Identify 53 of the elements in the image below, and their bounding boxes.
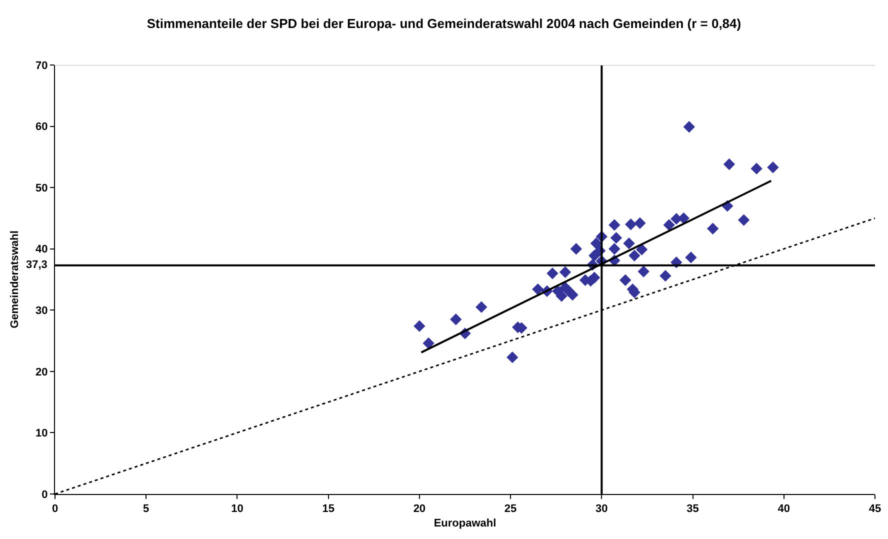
point: [559, 266, 572, 278]
point: [546, 268, 558, 280]
point: [706, 222, 719, 234]
point: [608, 219, 620, 231]
point: [660, 270, 672, 282]
x-tick-label: 30: [596, 503, 608, 516]
x-tick-label: 40: [778, 503, 790, 516]
point: [767, 162, 779, 174]
point: [610, 232, 622, 244]
point: [623, 237, 635, 250]
y-tick-label: 40: [36, 244, 48, 256]
point: [590, 237, 602, 250]
point: [422, 337, 434, 350]
point: [738, 214, 750, 226]
point: [634, 217, 646, 229]
y-tick-label: 20: [36, 366, 48, 378]
point: [556, 290, 568, 302]
x-tick-label: 45: [868, 503, 882, 516]
point: [566, 288, 578, 301]
point: [628, 250, 640, 262]
y-tick-label: 60: [36, 121, 48, 134]
point: [570, 243, 582, 255]
x-tick-label: 35: [686, 503, 699, 516]
point: [663, 219, 675, 231]
x-tick-label: 15: [322, 503, 334, 516]
point: [636, 244, 648, 256]
point: [685, 252, 697, 264]
point: [723, 158, 736, 170]
y-tick-label: 50: [36, 182, 48, 194]
point: [414, 320, 426, 332]
point: [638, 266, 650, 278]
point: [532, 283, 544, 296]
point: [683, 121, 695, 133]
x-tick-label: 10: [231, 503, 244, 516]
chart-title: Stimmenanteile der SPD bei der Europa- und Gemeinderatswahl 2004 nach Gemeinden (r = 0,84): [146, 16, 742, 31]
point: [750, 162, 762, 174]
x-tick-label: 0: [52, 503, 58, 516]
point: [608, 243, 620, 255]
point: [450, 313, 462, 326]
y-tick-label: 30: [36, 304, 48, 317]
y-tick-label: 0: [42, 488, 48, 501]
point: [506, 351, 518, 364]
point: [620, 274, 632, 286]
point: [476, 301, 488, 313]
x-tick-label: 25: [504, 503, 517, 516]
y-axis-title: Gemeinderatswahl: [9, 230, 22, 328]
x-tick-label: 20: [413, 503, 426, 516]
x-tick-label: 5: [143, 503, 150, 516]
y-tick-label: 10: [36, 428, 48, 440]
ref-line-label: 37,3: [26, 259, 48, 271]
x-axis-title: Europawahl: [434, 517, 496, 530]
point: [624, 218, 637, 230]
y-tick-label: 70: [36, 60, 48, 72]
